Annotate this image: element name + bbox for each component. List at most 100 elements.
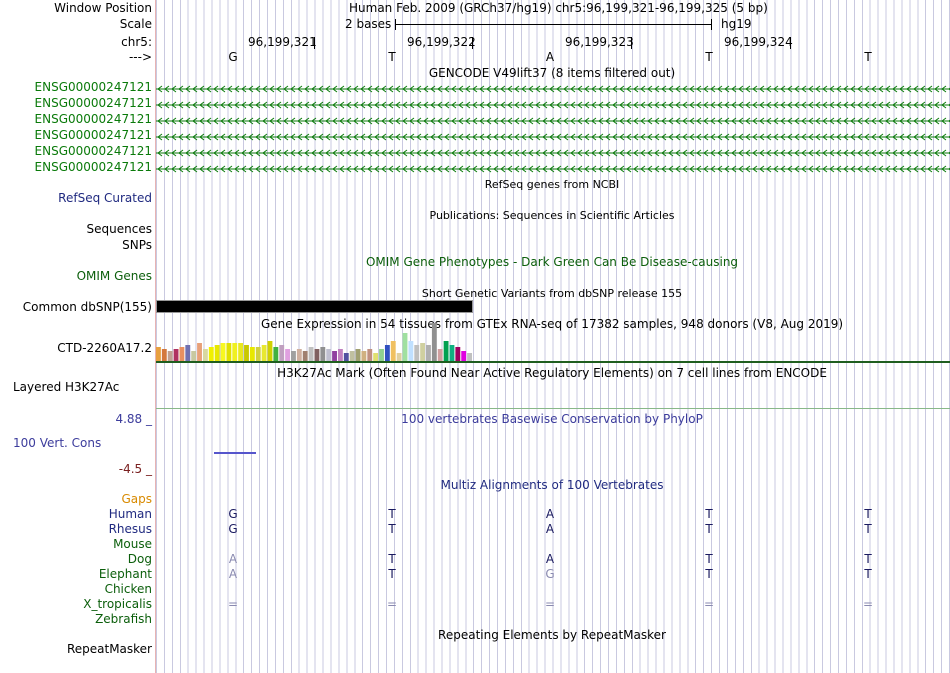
gtex-tissue-bar[interactable]	[461, 351, 467, 361]
gtex-tissue-bar[interactable]	[420, 343, 426, 361]
species-label[interactable]: Zebrafish	[95, 612, 152, 626]
gtex-tissue-bar[interactable]	[396, 353, 402, 361]
gencode-transcript[interactable]	[156, 147, 950, 159]
gencode-item-label[interactable]: ENSG00000247121	[34, 112, 152, 126]
gencode-transcript[interactable]	[156, 163, 950, 175]
gtex-tissue-bar[interactable]	[361, 351, 367, 361]
strand-arrow	[479, 165, 485, 173]
gtex-tissue-bar[interactable]	[202, 349, 208, 361]
gencode-item-label[interactable]: ENSG00000247121	[34, 96, 152, 110]
strand-arrow	[458, 165, 464, 173]
gtex-tissue-bar[interactable]	[431, 323, 437, 361]
gtex-tissue-bar[interactable]	[244, 345, 249, 361]
species-label[interactable]: Chicken	[104, 582, 152, 596]
gtex-tissue-bar[interactable]	[267, 341, 273, 361]
gtex-tissue-bar[interactable]	[208, 347, 214, 361]
gtex-bar-chart[interactable]	[156, 320, 950, 362]
strand-arrow	[801, 149, 807, 157]
gtex-tissue-bar[interactable]	[214, 345, 220, 361]
strand-arrow	[752, 117, 758, 125]
species-label[interactable]: Mouse	[113, 537, 152, 551]
gtex-tissue-bar[interactable]	[314, 349, 320, 361]
gtex-tissue-bar[interactable]	[449, 345, 455, 361]
gtex-tissue-bar[interactable]	[302, 351, 308, 361]
gtex-tissue-bar[interactable]	[320, 347, 326, 361]
gencode-transcript[interactable]	[156, 99, 950, 111]
refseq-label[interactable]: RefSeq Curated	[58, 191, 152, 205]
gaps-label[interactable]: Gaps	[121, 492, 152, 506]
gtex-tissue-bar[interactable]	[273, 347, 279, 361]
dbsnp-label[interactable]: Common dbSNP(155)	[22, 300, 152, 314]
gtex-tissue-bar[interactable]	[279, 345, 285, 361]
species-label[interactable]: Dog	[127, 552, 152, 566]
gtex-tissue-bar[interactable]	[379, 349, 384, 361]
gtex-tissue-bar[interactable]	[249, 347, 255, 361]
strand-arrow	[766, 133, 772, 141]
species-label[interactable]: Human	[108, 507, 152, 521]
gtex-tissue-bar[interactable]	[426, 345, 431, 361]
gtex-tissue-bar[interactable]	[414, 345, 420, 361]
gtex-tissue-bar[interactable]	[455, 347, 461, 361]
gtex-tissue-bar[interactable]	[220, 343, 226, 361]
gtex-tissue-bar[interactable]	[261, 345, 267, 361]
gtex-tissue-bar[interactable]	[332, 351, 337, 361]
gtex-tissue-bar[interactable]	[367, 349, 373, 361]
strand-arrow	[521, 101, 527, 109]
gencode-transcript[interactable]	[156, 83, 950, 95]
gtex-tissue-bar[interactable]	[232, 343, 238, 361]
gencode-item-label[interactable]: ENSG00000247121	[34, 80, 152, 94]
gtex-tissue-bar[interactable]	[285, 349, 291, 361]
phylop-label[interactable]: 100 Vert. Cons	[13, 436, 102, 450]
gtex-tissue-bar[interactable]	[355, 349, 361, 361]
gtex-tissue-bar[interactable]	[167, 351, 173, 361]
species-label[interactable]: Elephant	[98, 567, 152, 581]
gtex-tissue-bar[interactable]	[373, 353, 379, 361]
gtex-tissue-bar[interactable]	[402, 333, 408, 361]
repeatmasker-label[interactable]: RepeatMasker	[66, 642, 152, 656]
omim-label[interactable]: OMIM Genes	[76, 269, 152, 283]
species-label[interactable]: Rhesus	[108, 522, 152, 536]
gencode-item-label[interactable]: ENSG00000247121	[34, 128, 152, 142]
gtex-tissue-bar[interactable]	[337, 349, 343, 361]
strand-arrow	[339, 85, 345, 93]
gtex-tissue-bar[interactable]	[326, 349, 332, 361]
gtex-label[interactable]: CTD-2260A17.2	[57, 341, 152, 355]
strand-arrow	[444, 85, 450, 93]
snp-feature[interactable]	[156, 300, 473, 313]
gencode-transcript[interactable]	[156, 131, 950, 143]
gtex-tissue-bar[interactable]	[179, 347, 185, 361]
gencode-item-label[interactable]: ENSG00000247121	[34, 160, 152, 174]
gtex-tissue-bar[interactable]	[296, 349, 302, 361]
coord-tick	[472, 37, 473, 49]
gtex-tissue-bar[interactable]	[349, 351, 355, 361]
publications-label[interactable]: Sequences	[86, 222, 152, 236]
gtex-tissue-bar[interactable]	[156, 347, 161, 361]
gtex-tissue-bar[interactable]	[408, 341, 414, 361]
gtex-tissue-bar[interactable]	[390, 341, 396, 361]
gencode-item-label[interactable]: ENSG00000247121	[34, 144, 152, 158]
snps-label[interactable]: SNPs	[122, 238, 152, 252]
gtex-tissue-bar[interactable]	[291, 351, 296, 361]
gtex-tissue-bar[interactable]	[185, 345, 191, 361]
gtex-tissue-bar[interactable]	[173, 349, 179, 361]
strand-arrow	[444, 117, 450, 125]
gencode-transcript[interactable]	[156, 115, 950, 127]
strand-arrow	[661, 133, 667, 141]
gtex-tissue-bar[interactable]	[255, 347, 261, 361]
h3k27ac-label[interactable]: Layered H3K27Ac	[13, 380, 120, 394]
species-label[interactable]: X_tropicalis	[83, 597, 152, 611]
gtex-tissue-bar[interactable]	[161, 349, 167, 361]
gtex-tissue-bar[interactable]	[443, 341, 449, 361]
gtex-tissue-bar[interactable]	[343, 353, 349, 361]
gtex-tissue-bar[interactable]	[467, 353, 472, 361]
gtex-tissue-bar[interactable]	[437, 349, 443, 361]
gtex-tissue-bar[interactable]	[226, 343, 232, 361]
gtex-tissue-bar[interactable]	[384, 345, 390, 361]
strand-arrow	[689, 85, 695, 93]
gtex-tissue-bar[interactable]	[191, 351, 197, 361]
gtex-tissue-bar[interactable]	[308, 347, 314, 361]
strand-arrow	[878, 149, 884, 157]
gtex-tissue-bar[interactable]	[238, 343, 244, 361]
gtex-tissue-bar[interactable]	[197, 343, 202, 361]
strand-arrow	[696, 149, 702, 157]
